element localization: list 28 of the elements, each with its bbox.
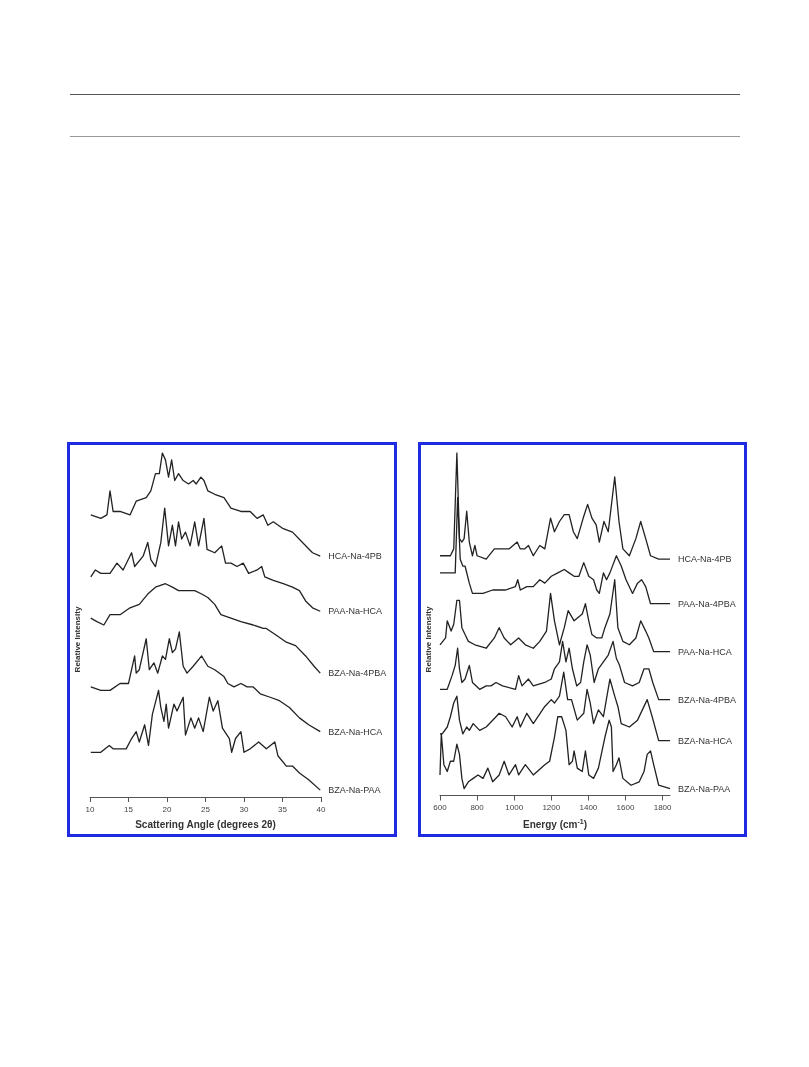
x-tick-label: 40	[316, 804, 326, 814]
series-label: PAA-Na-HCA	[678, 646, 732, 657]
series-label: HCA-Na-4PB	[328, 551, 382, 562]
series-label: BZA-Na-4PBA	[328, 668, 387, 679]
series-label: PAA-Na-HCA	[328, 606, 383, 617]
series-label: BZA-Na-PAA	[678, 783, 731, 794]
series-label: BZA-Na-4PBA	[678, 694, 737, 705]
x-axis-title: Scattering Angle (degrees 2θ)	[135, 818, 276, 830]
series-label: HCA-Na-4PB	[678, 554, 732, 565]
x-tick-label: 10	[85, 804, 95, 814]
x-tick-label: 1400	[579, 803, 598, 812]
y-axis-title: Relative Intensity	[72, 606, 82, 673]
x-tick-label: 20	[162, 804, 172, 814]
series-label: BZA-Na-HCA	[328, 726, 383, 737]
x-tick-label: 800	[470, 803, 485, 812]
x-tick-label: 1200	[542, 803, 561, 812]
series-label: BZA-Na-PAA	[328, 785, 381, 796]
y-axis-title: Relative Intensity	[423, 606, 433, 673]
series-label: PAA-Na-4PBA	[678, 598, 736, 609]
x-tick-label: 1600	[616, 803, 635, 812]
x-tick-label: 15	[124, 804, 134, 814]
x-tick-label: 35	[278, 804, 288, 814]
x-tick-label: 600	[433, 803, 448, 812]
x-tick-label: 30	[239, 804, 249, 814]
series-label: BZA-Na-HCA	[678, 735, 733, 746]
x-tick-label: 1000	[505, 803, 524, 812]
x-tick-label: 25	[201, 804, 211, 814]
x-tick-label: 1800	[653, 803, 673, 812]
